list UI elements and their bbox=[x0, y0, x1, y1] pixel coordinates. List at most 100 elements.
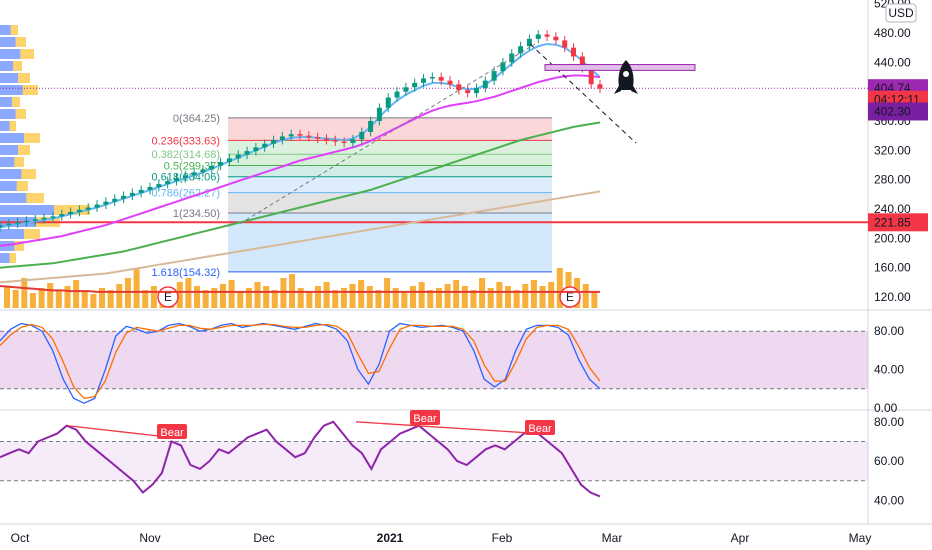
bear-badge-label: Bear bbox=[528, 423, 552, 435]
fib-level-label: 1(234.50) bbox=[173, 208, 220, 220]
volume-bar bbox=[539, 286, 546, 308]
volume-bar bbox=[280, 278, 287, 308]
price-tick: 440.00 bbox=[874, 55, 911, 69]
fib-level-label: 0.5(299.37) bbox=[164, 160, 220, 172]
candle-body bbox=[59, 214, 65, 217]
price-tick: 160.00 bbox=[874, 261, 911, 275]
volume-bar bbox=[202, 290, 209, 308]
candle-body bbox=[341, 141, 347, 143]
price-label-box bbox=[868, 213, 928, 232]
candle-body bbox=[544, 34, 550, 37]
volume-bar bbox=[582, 284, 589, 308]
time-tick: 2021 bbox=[377, 531, 404, 545]
price-tick: 480.00 bbox=[874, 26, 911, 40]
time-tick: Mar bbox=[602, 531, 623, 545]
stoch-tick: 40.00 bbox=[874, 363, 904, 377]
candle-body bbox=[0, 225, 3, 228]
moving-average-line bbox=[0, 285, 600, 293]
fib-zone bbox=[228, 140, 552, 155]
volume-profile-bar bbox=[14, 241, 24, 251]
volume-bar bbox=[530, 280, 537, 308]
rocket-icon bbox=[614, 60, 638, 94]
volume-bar bbox=[29, 293, 36, 308]
volume-bar bbox=[392, 288, 399, 308]
volume-profile-bar bbox=[0, 85, 23, 95]
candle-body bbox=[403, 87, 409, 92]
candle-body bbox=[571, 47, 577, 57]
volume-profile-bar bbox=[0, 181, 17, 191]
candle-body bbox=[253, 147, 259, 152]
price-tick: 240.00 bbox=[874, 202, 911, 216]
volume-bar bbox=[306, 292, 313, 308]
candle-body bbox=[359, 132, 365, 140]
candle-body bbox=[244, 151, 250, 155]
volume-bar bbox=[513, 290, 520, 308]
candle-body bbox=[182, 175, 188, 179]
volume-profile-bar bbox=[0, 49, 21, 59]
volume-bar bbox=[73, 280, 80, 308]
candle-body bbox=[350, 139, 356, 143]
target-box bbox=[544, 64, 696, 71]
candle-body bbox=[191, 172, 197, 176]
stoch-line bbox=[0, 323, 601, 400]
volume-bar bbox=[366, 286, 373, 308]
time-tick: Oct bbox=[11, 531, 30, 545]
volume-profile-bar bbox=[0, 169, 22, 179]
divergence-line bbox=[355, 421, 541, 435]
volume-bar bbox=[64, 286, 71, 308]
volume-bar bbox=[358, 280, 365, 308]
volume-profile-bar bbox=[15, 37, 26, 47]
volume-bar bbox=[384, 278, 391, 308]
candle-body bbox=[173, 178, 179, 182]
fib-zone bbox=[228, 117, 552, 141]
candle-body bbox=[165, 181, 171, 185]
candle-body bbox=[535, 34, 541, 39]
rsi-band bbox=[0, 441, 868, 481]
price-tick: 320.00 bbox=[874, 143, 911, 157]
volume-bar bbox=[332, 290, 339, 308]
volume-bar bbox=[470, 290, 477, 308]
volume-profile-bar bbox=[0, 157, 15, 167]
candle-body bbox=[412, 82, 418, 88]
time-tick: Apr bbox=[731, 531, 750, 545]
candle-body bbox=[262, 143, 268, 148]
volume-bar bbox=[556, 268, 563, 308]
volume-bar bbox=[271, 290, 278, 308]
candle-body bbox=[32, 219, 38, 221]
stoch-tick: 80.00 bbox=[874, 324, 904, 338]
rsi-tick: 60.00 bbox=[874, 454, 904, 468]
volume-bar bbox=[548, 282, 555, 308]
volume-profile-bar bbox=[9, 253, 16, 263]
candle-body bbox=[473, 88, 479, 94]
volume-bar bbox=[47, 283, 54, 308]
candle-body bbox=[588, 68, 594, 85]
fib-level-label: 0.236(333.63) bbox=[152, 135, 221, 147]
volume-bar bbox=[435, 288, 442, 308]
candle-body bbox=[376, 107, 382, 121]
rsi-tick: 40.00 bbox=[874, 493, 904, 507]
volume-profile-bar bbox=[22, 85, 38, 95]
currency-label: USD bbox=[888, 6, 914, 20]
candle-body bbox=[368, 121, 374, 132]
volume-profile-bar bbox=[0, 97, 12, 107]
candle-body bbox=[429, 77, 435, 79]
trend-line bbox=[239, 43, 536, 225]
earnings-marker-label: E bbox=[566, 290, 574, 304]
volume-bar bbox=[55, 290, 62, 308]
volume-profile-bar bbox=[15, 109, 26, 119]
rsi-line bbox=[0, 420, 601, 498]
volume-bar bbox=[237, 292, 244, 308]
volume-bar bbox=[591, 292, 598, 308]
volume-bar bbox=[194, 286, 201, 308]
rocket-window bbox=[623, 71, 629, 77]
volume-bar bbox=[219, 284, 226, 308]
candle-body bbox=[491, 71, 497, 81]
fib-level-label: 0(364.25) bbox=[173, 113, 220, 125]
volume-bar bbox=[409, 286, 417, 308]
candle-body bbox=[526, 38, 532, 47]
candle-body bbox=[465, 90, 471, 94]
bear-badge-label: Bear bbox=[413, 413, 437, 425]
volume-profile-bar bbox=[20, 49, 34, 59]
volume-profile-bar bbox=[26, 193, 44, 203]
